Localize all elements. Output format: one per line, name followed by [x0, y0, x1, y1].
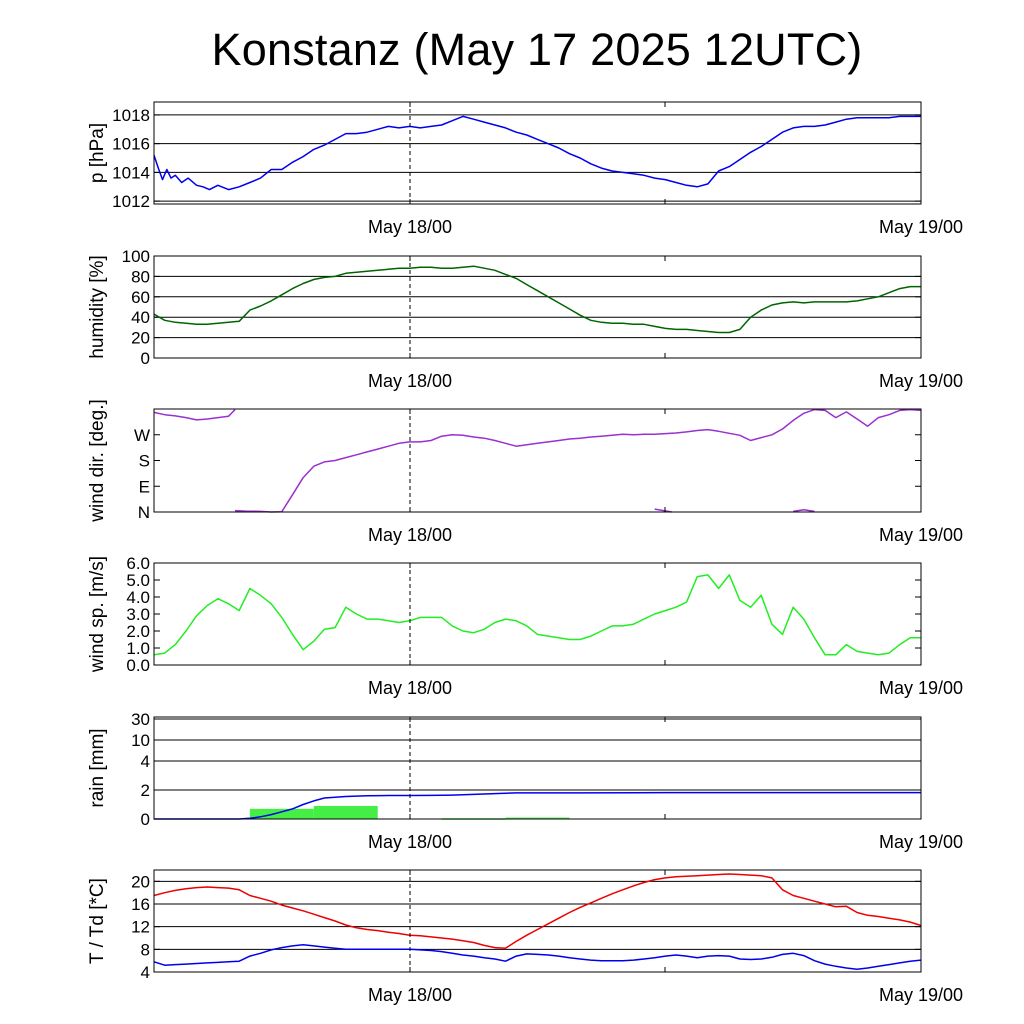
- x-tick-label: May 19/00: [879, 525, 963, 545]
- series-line: [153, 944, 922, 970]
- rain-bar: [313, 805, 378, 819]
- x-tick-label: May 19/00: [879, 678, 963, 698]
- y-tick-label: 2.0: [126, 622, 150, 641]
- x-tick-label: May 19/00: [879, 832, 963, 852]
- x-tick-label: May 18/00: [368, 525, 452, 545]
- y-tick-label: 40: [131, 308, 150, 327]
- series-line: [153, 265, 921, 334]
- plot-frame: [153, 408, 922, 513]
- y-tick-label: 60: [131, 288, 150, 307]
- y-tick-label: W: [134, 426, 150, 445]
- x-tick-label: May 18/00: [368, 678, 452, 698]
- y-tick-label: 1.0: [126, 639, 150, 658]
- series-line: [154, 791, 921, 820]
- y-tick-label: 4.0: [126, 588, 150, 607]
- series-line: [234, 408, 922, 513]
- x-tick-label: May 18/00: [368, 217, 452, 237]
- y-tick-label: S: [139, 452, 150, 471]
- y-tick-label: 30: [131, 710, 150, 729]
- y-tick-label: 1014: [112, 163, 150, 182]
- y-tick-label: 20: [131, 872, 150, 891]
- x-tick-label: May 19/00: [879, 217, 963, 237]
- x-tick-label: May 19/00: [879, 371, 963, 391]
- series-line: [153, 574, 921, 656]
- y-axis-label: wind dir. [deg.]: [87, 399, 108, 523]
- y-tick-label: 80: [131, 267, 150, 286]
- y-tick-label: 5.0: [126, 571, 150, 590]
- y-tick-label: 3.0: [126, 605, 150, 624]
- y-tick-label: 20: [131, 329, 150, 348]
- y-tick-label: N: [138, 503, 150, 522]
- y-tick-label: 2: [141, 781, 150, 800]
- series-line: [153, 115, 921, 191]
- y-axis-label: wind sp. [m/s]: [87, 556, 108, 673]
- y-tick-label: 4: [141, 963, 150, 982]
- x-tick-label: May 18/00: [368, 371, 452, 391]
- x-tick-label: May 19/00: [879, 985, 963, 1005]
- y-tick-label: 10: [131, 731, 150, 750]
- y-tick-label: 0: [141, 349, 150, 368]
- page-title: Konstanz (May 17 2025 12UTC): [211, 24, 863, 75]
- plot-frame: [153, 255, 922, 359]
- y-axis-label: T / Td [*C]: [87, 878, 108, 964]
- y-axis-label: p [hPa]: [87, 123, 108, 183]
- plot-frame: [153, 562, 922, 666]
- series-line: [153, 409, 236, 421]
- y-tick-label: 0: [141, 810, 150, 829]
- x-tick-label: May 18/00: [368, 985, 452, 1005]
- plot-frame: [153, 869, 922, 973]
- plot-frame: [153, 716, 922, 820]
- rain-bar: [249, 808, 314, 819]
- y-tick-label: 1012: [112, 192, 150, 211]
- plot-frame: [153, 101, 922, 205]
- y-tick-label: 1016: [112, 135, 150, 154]
- series-line: [153, 873, 922, 949]
- y-axis-label: rain [mm]: [87, 728, 108, 807]
- series-line: [793, 508, 815, 513]
- y-axis-label: humidity [%]: [87, 255, 108, 358]
- rain-bar: [505, 817, 570, 820]
- y-tick-label: 100: [122, 247, 150, 266]
- y-tick-label: 12: [131, 918, 150, 937]
- y-tick-label: 0.0: [126, 656, 150, 675]
- y-tick-label: 8: [141, 940, 150, 959]
- y-tick-label: E: [139, 477, 150, 496]
- y-tick-label: 1018: [112, 106, 150, 125]
- y-tick-label: 6.0: [126, 554, 150, 573]
- y-tick-label: 4: [141, 752, 150, 771]
- y-tick-label: 16: [131, 895, 150, 914]
- x-tick-label: May 18/00: [368, 832, 452, 852]
